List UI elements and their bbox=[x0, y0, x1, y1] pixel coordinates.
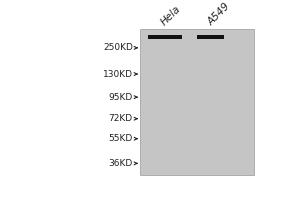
Text: A549: A549 bbox=[206, 1, 232, 27]
Text: 95KD: 95KD bbox=[109, 93, 133, 102]
Text: 55KD: 55KD bbox=[109, 134, 133, 143]
Text: 130KD: 130KD bbox=[103, 70, 133, 79]
Bar bbox=[148, 35, 182, 39]
Text: 250KD: 250KD bbox=[103, 43, 133, 52]
Bar bbox=[197, 35, 224, 39]
Text: 72KD: 72KD bbox=[109, 114, 133, 123]
Text: Hela: Hela bbox=[160, 3, 183, 27]
Text: 36KD: 36KD bbox=[109, 159, 133, 168]
Bar bbox=[140, 29, 254, 175]
